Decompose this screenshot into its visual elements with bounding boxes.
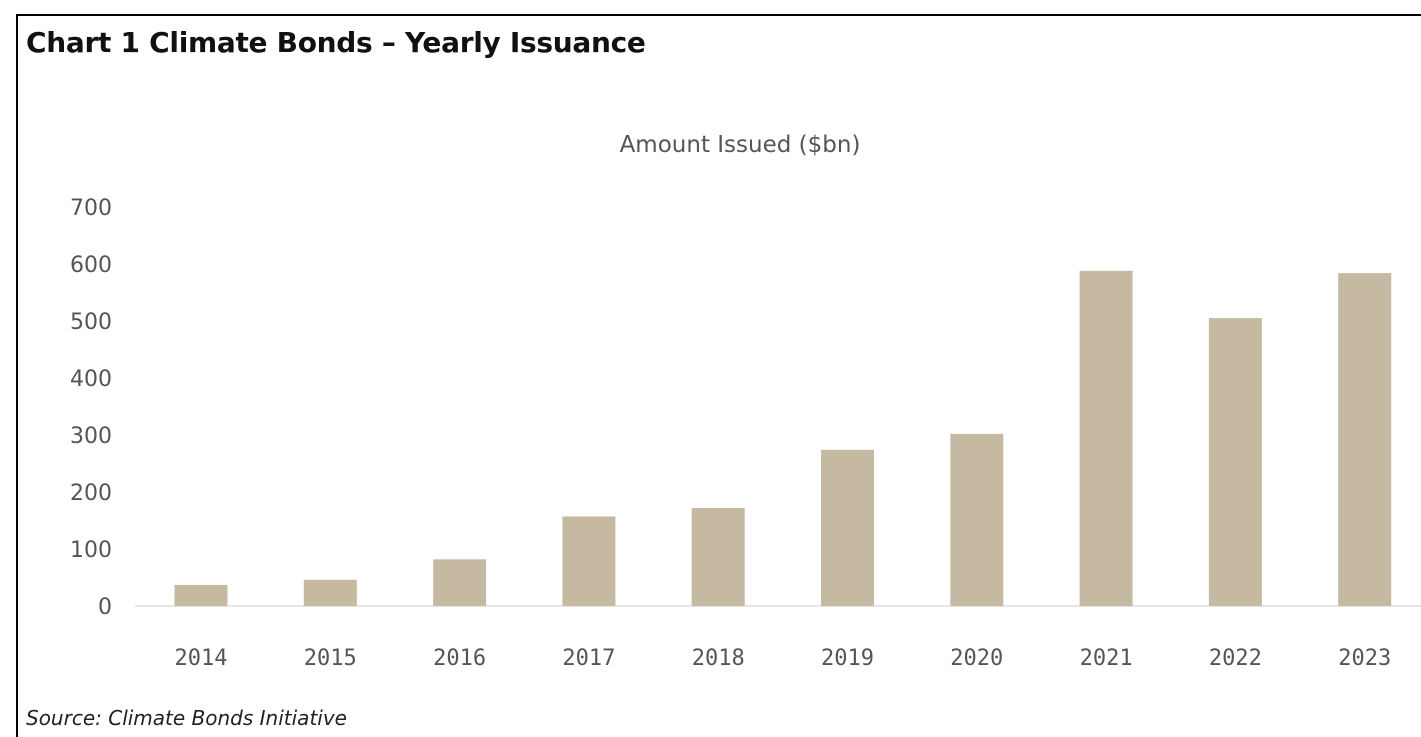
x-tick-label-2016: 2016 <box>433 646 486 671</box>
x-tick-label-2017: 2017 <box>562 646 615 671</box>
bar-2020 <box>950 433 1004 606</box>
y-tick-label: 700 <box>70 196 112 221</box>
bar-2017 <box>562 516 616 606</box>
x-tick-label-2022: 2022 <box>1209 646 1262 671</box>
y-axis-ticks: 0 100 200 300 400 500 600 700 <box>70 196 112 620</box>
chart-heading: Chart 1 Climate Bonds – Yearly Issuance <box>26 26 646 59</box>
y-tick-label: 200 <box>70 481 112 506</box>
bar-2022 <box>1208 318 1262 606</box>
x-tick-label-2014: 2014 <box>175 646 228 671</box>
y-tick-label: 0 <box>98 595 112 620</box>
y-tick-label: 100 <box>70 538 112 563</box>
bar-2019 <box>821 449 874 606</box>
x-tick-label-2020: 2020 <box>950 646 1003 671</box>
chart-title: Amount Issued ($bn) <box>620 132 861 158</box>
x-tick-label-2021: 2021 <box>1080 646 1133 671</box>
y-tick-label: 500 <box>70 310 112 335</box>
y-tick-label: 400 <box>70 367 112 392</box>
bar-2018 <box>691 508 745 606</box>
x-tick-label-2023: 2023 <box>1338 646 1391 671</box>
x-tick-label-2015: 2015 <box>304 646 357 671</box>
x-tick-label-2018: 2018 <box>692 646 745 671</box>
chart-frame <box>16 14 1421 737</box>
x-axis-ticks: 2014 2015 2016 2017 2018 2019 2020 2021 2022 2023 <box>175 646 1392 671</box>
bar-2015 <box>303 579 357 606</box>
bar-2023 <box>1338 273 1392 606</box>
bar-2021 <box>1079 270 1133 606</box>
source-note: Source: Climate Bonds Initiative <box>26 706 347 730</box>
y-tick-label: 300 <box>70 424 112 449</box>
x-tick-label-2019: 2019 <box>821 646 874 671</box>
bar-2014 <box>174 584 228 606</box>
y-tick-label: 600 <box>70 253 112 278</box>
bar-series <box>174 270 1392 606</box>
bar-2016 <box>433 559 487 606</box>
